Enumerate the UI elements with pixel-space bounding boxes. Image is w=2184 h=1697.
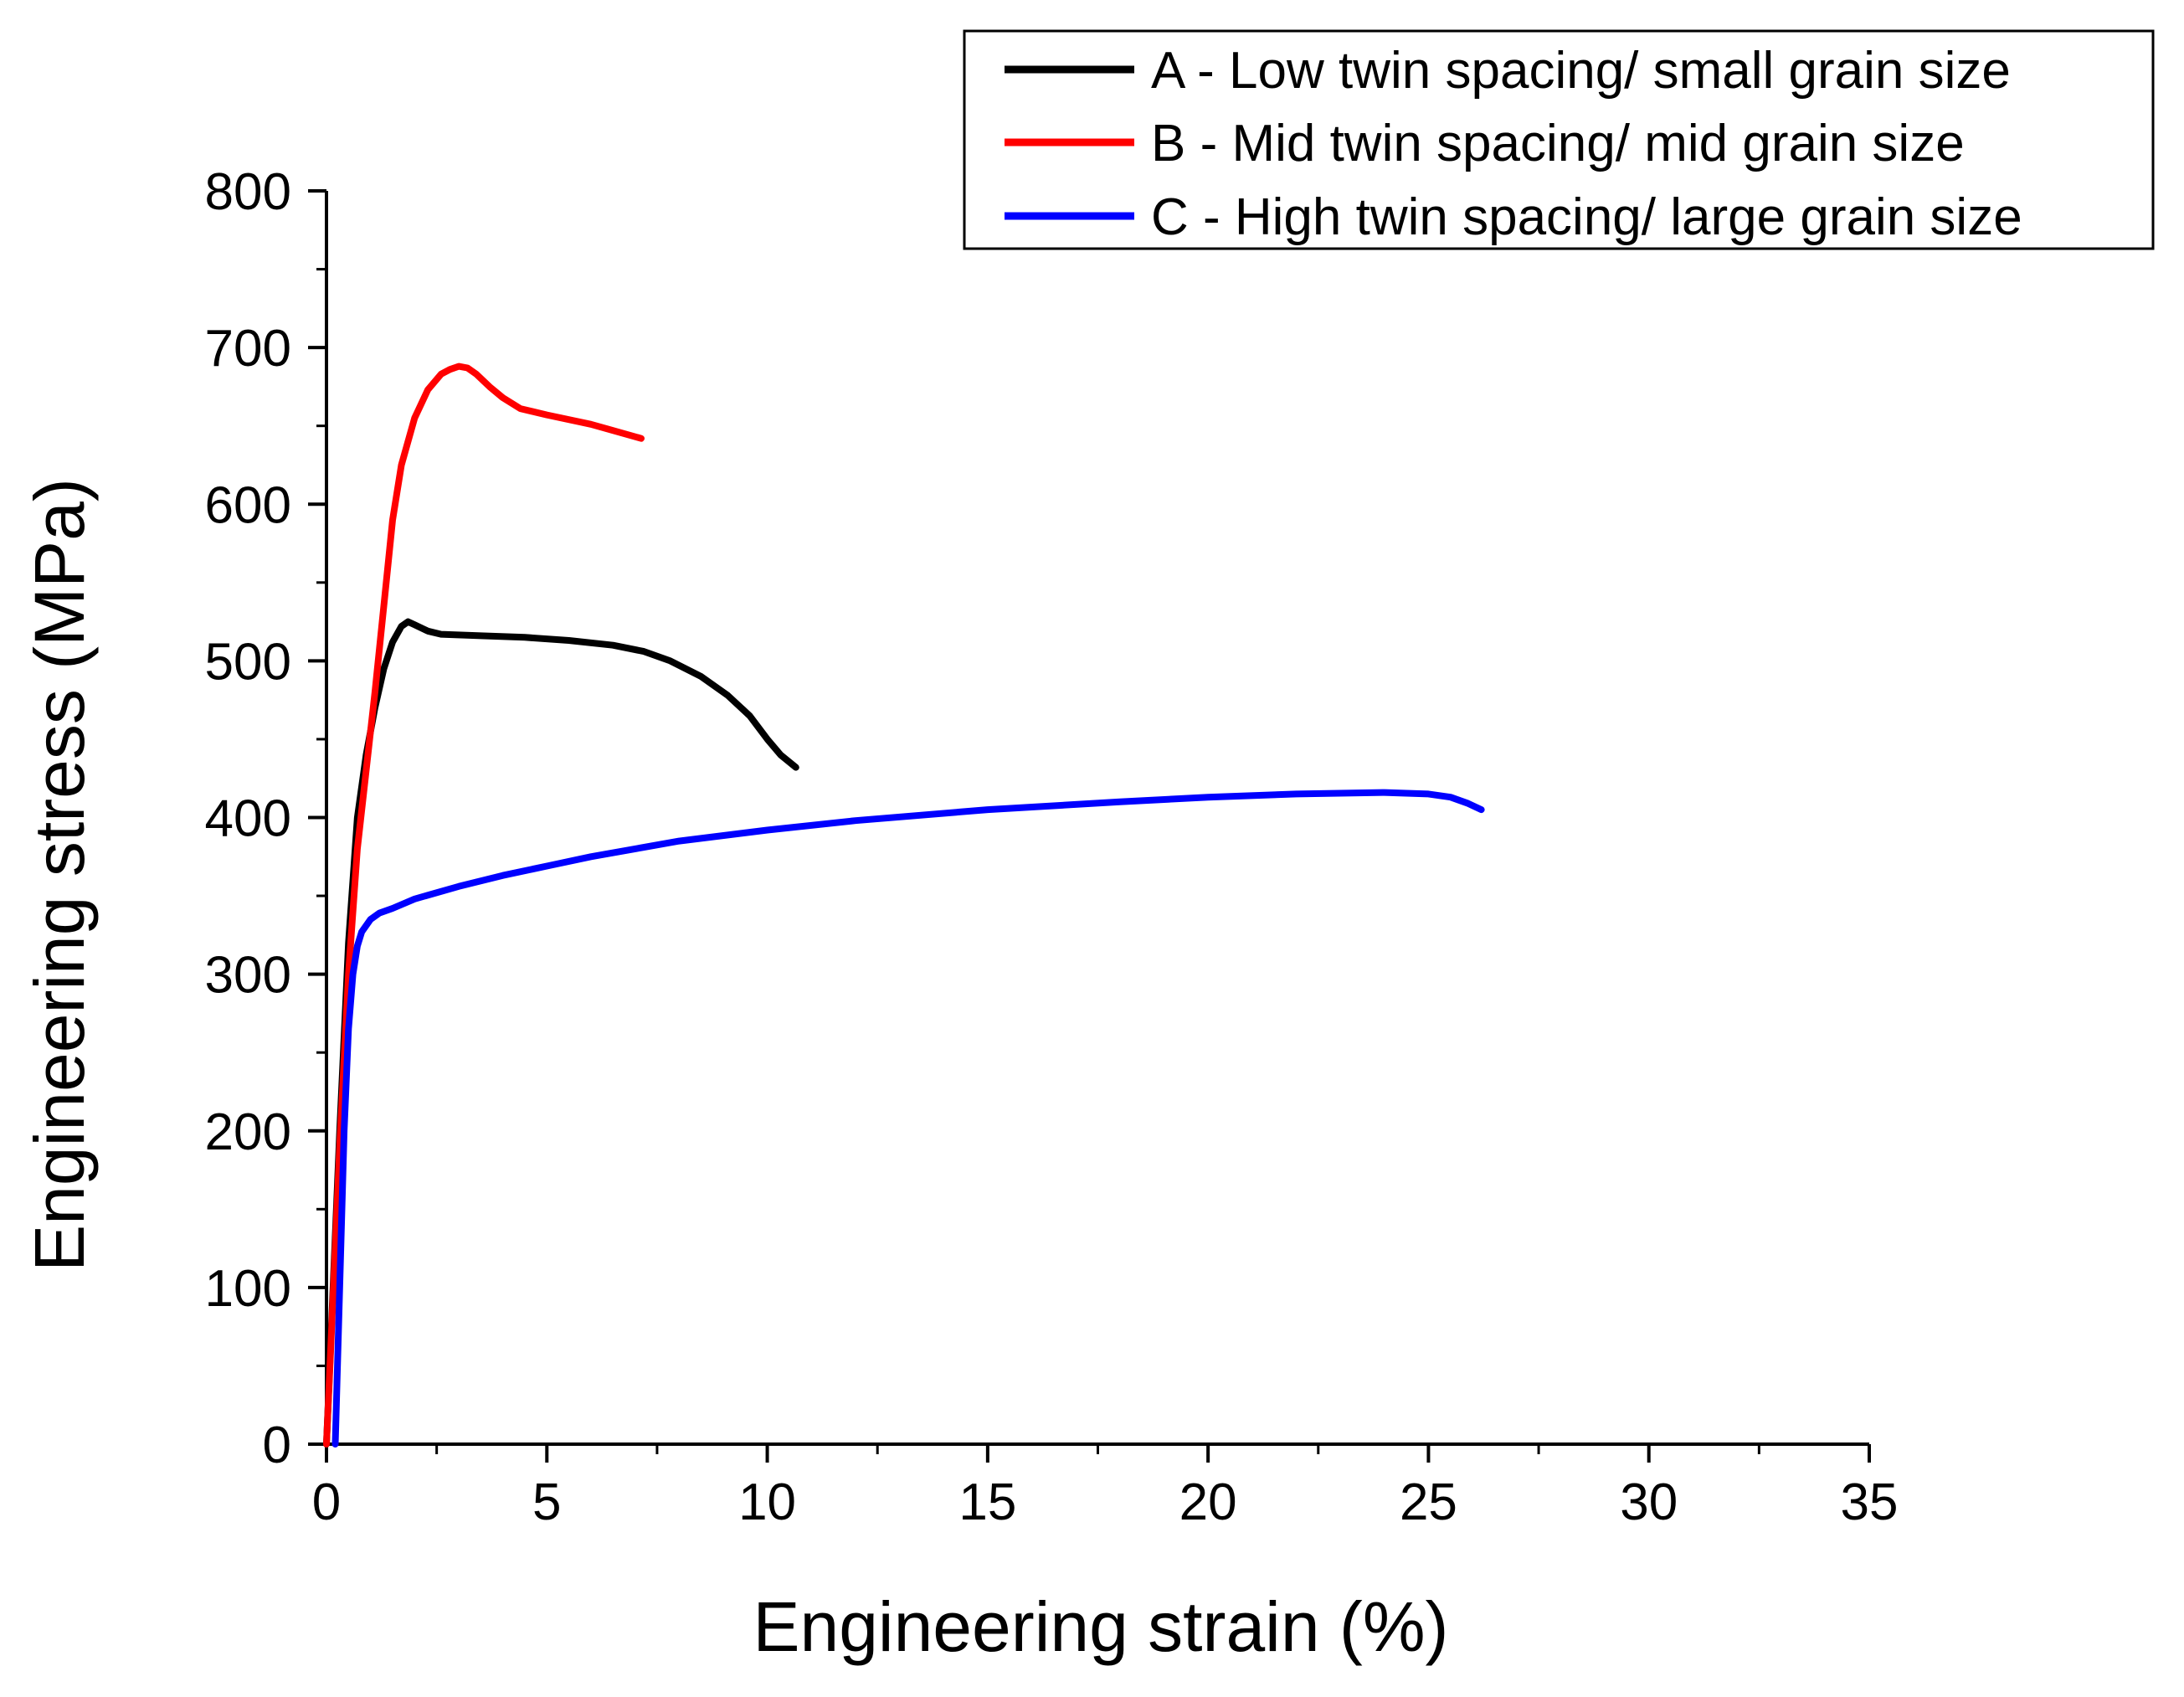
series-line-a bbox=[323, 618, 799, 1448]
x-tick-label: 5 bbox=[532, 1473, 561, 1531]
y-tick-label: 600 bbox=[205, 476, 291, 534]
x-tick-label: 25 bbox=[1400, 1473, 1457, 1531]
series-line-b bbox=[323, 363, 645, 1448]
legend-label-a: A - Low twin spacing/ small grain size bbox=[1151, 42, 2011, 100]
legend-entry-a: A - Low twin spacing/ small grain size bbox=[1005, 42, 2011, 100]
legend-label-c: C - High twin spacing/ large grain size bbox=[1151, 188, 2022, 246]
y-tick-label: 500 bbox=[205, 633, 291, 691]
x-tick-label: 0 bbox=[312, 1473, 341, 1531]
axes: 0 5 10 15 20 25 30 35 0 100 200 300 400 500 600 700 800 bbox=[205, 163, 1899, 1531]
legend-entry-c: C - High twin spacing/ large grain size bbox=[1005, 188, 2022, 246]
y-tick-label: 200 bbox=[205, 1103, 291, 1161]
series-layer bbox=[323, 363, 1485, 1448]
x-tick-label: 20 bbox=[1179, 1473, 1237, 1531]
legend: A - Low twin spacing/ small grain size B… bbox=[963, 29, 2155, 250]
y-tick-label: 800 bbox=[205, 163, 291, 221]
y-tick-label: 400 bbox=[205, 790, 291, 848]
legend-label-b: B - Mid twin spacing/ mid grain size bbox=[1151, 115, 1965, 172]
x-tick-label: 15 bbox=[958, 1473, 1016, 1531]
y-tick-label: 0 bbox=[263, 1417, 291, 1474]
series-line-c bbox=[331, 789, 1485, 1448]
y-tick-label: 300 bbox=[205, 947, 291, 1005]
x-axis-title: Engineering strain (%) bbox=[753, 1587, 1448, 1666]
y-axis-title: Engineering stress (MPa) bbox=[20, 478, 99, 1272]
y-tick-label: 700 bbox=[205, 320, 291, 378]
x-tick-label: 10 bbox=[738, 1473, 796, 1531]
x-tick-label: 35 bbox=[1841, 1473, 1899, 1531]
x-tick-label: 30 bbox=[1620, 1473, 1678, 1531]
y-tick-label: 100 bbox=[205, 1260, 291, 1318]
legend-entry-b: B - Mid twin spacing/ mid grain size bbox=[1005, 115, 1965, 172]
legend-box bbox=[963, 29, 2155, 250]
